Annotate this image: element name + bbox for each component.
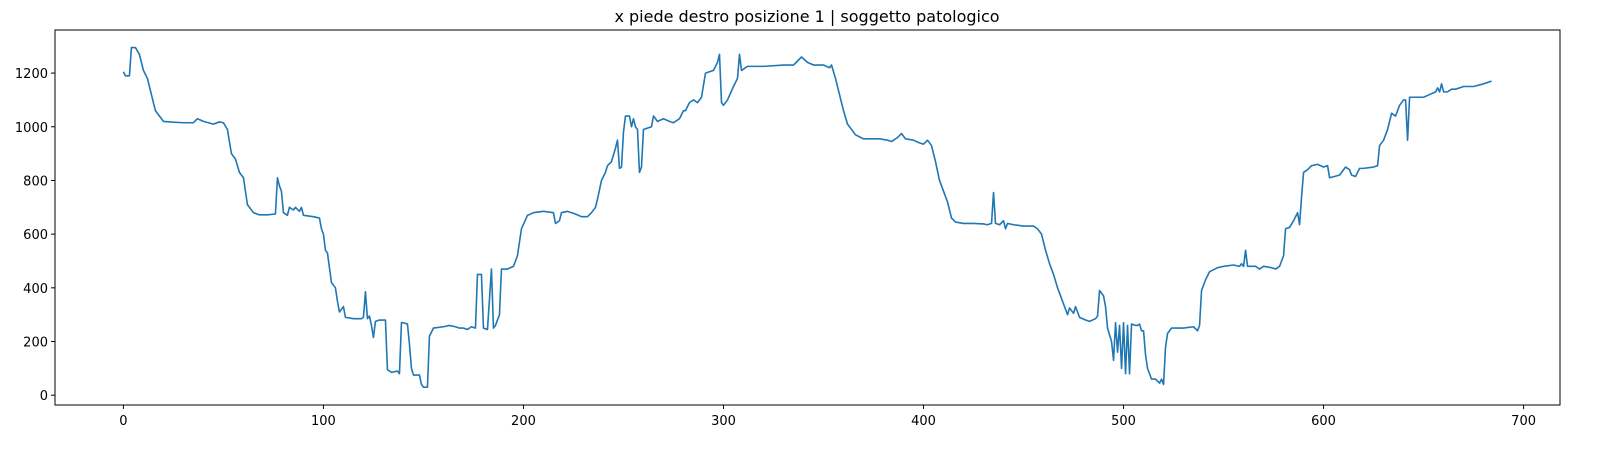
plot-frame xyxy=(54,29,1561,406)
chart-title: x piede destro posizione 1 | soggetto pa… xyxy=(614,7,999,26)
data-line xyxy=(122,46,1492,388)
y-tick-label: 1200 xyxy=(15,67,48,82)
x-tick-label: 400 xyxy=(911,414,936,429)
y-tick-label: 200 xyxy=(23,336,48,351)
x-tick-label: 0 xyxy=(119,414,127,429)
x-tick-label: 600 xyxy=(1311,414,1336,429)
x-tick-label: 700 xyxy=(1511,414,1536,429)
x-tick-label: 300 xyxy=(711,414,736,429)
y-tick-label: 0 xyxy=(40,389,48,404)
x-tick-label: 200 xyxy=(511,414,536,429)
y-tick-label: 600 xyxy=(23,228,48,243)
x-tick-label: 100 xyxy=(311,414,336,429)
y-tick-label: 1000 xyxy=(15,121,48,136)
y-tick-label: 400 xyxy=(23,282,48,297)
x-tick-label: 500 xyxy=(1111,414,1136,429)
y-tick-label: 800 xyxy=(23,174,48,189)
